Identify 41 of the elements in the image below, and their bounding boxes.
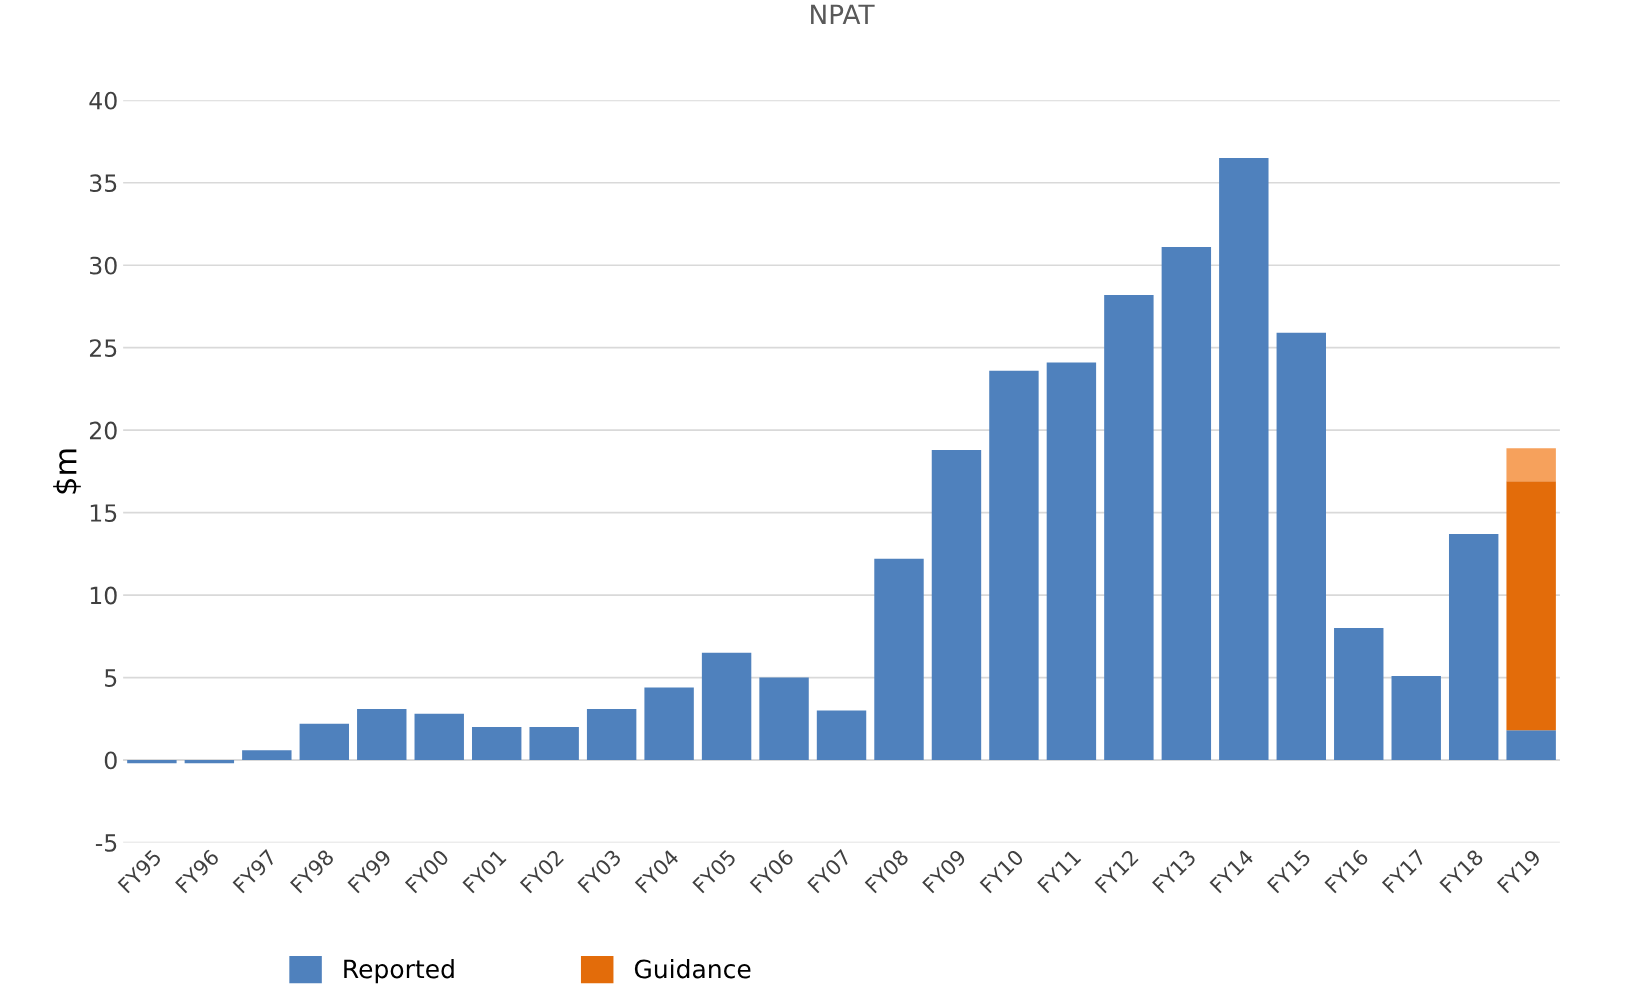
y-tick-label: 30 (90, 256, 117, 275)
bar (357, 708, 407, 761)
bar (586, 708, 637, 761)
y-tick-label: 25 (89, 339, 117, 358)
y-tick-label: 20 (89, 421, 117, 440)
bar (931, 449, 982, 761)
bar (1219, 158, 1269, 761)
bar (1506, 448, 1556, 482)
bar (1276, 332, 1326, 761)
y-tick-label: 5 (105, 669, 117, 687)
bar (299, 723, 350, 761)
y-tick-label: 35 (90, 174, 117, 193)
chart-title: NPAT (811, 4, 875, 24)
bar (414, 713, 464, 761)
bar (127, 760, 177, 764)
y-tick-label: -5 (95, 834, 117, 852)
bar (1161, 247, 1212, 761)
bar (874, 558, 924, 761)
y-axis-title: $m (53, 449, 81, 494)
bar (1506, 481, 1556, 731)
bar (1391, 675, 1441, 761)
y-tick-label: 15 (90, 504, 117, 522)
bar (1506, 730, 1556, 761)
y-tick-label: 10 (90, 586, 117, 605)
legend-label: Reported (344, 959, 454, 984)
bar (471, 727, 522, 761)
bar (816, 710, 867, 761)
bar (1104, 294, 1154, 761)
y-tick-label: 40 (89, 91, 117, 110)
bar (1448, 534, 1499, 761)
bar (989, 370, 1039, 761)
bar (759, 677, 809, 761)
bar (1334, 628, 1384, 761)
y-tick-label: 0 (104, 751, 117, 770)
bar (701, 652, 752, 761)
bar (644, 687, 694, 761)
bar (529, 727, 579, 761)
bar (242, 750, 292, 761)
bar (184, 760, 235, 764)
legend-label: Guidance (634, 959, 751, 979)
bar (1046, 362, 1097, 761)
